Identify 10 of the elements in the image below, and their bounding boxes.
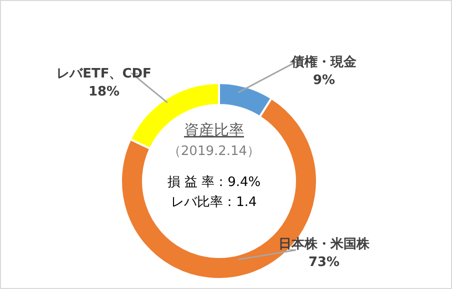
data-label: 9% [312, 72, 336, 88]
text: （2019.2.14） [168, 144, 260, 159]
text: 資産比率 [184, 121, 244, 139]
slice-label: 日本株・米国株 [278, 237, 370, 252]
text: 損 益 率：9.4% [167, 174, 261, 190]
slice-label: レバETF、CDF [56, 66, 152, 82]
data-label: 73% [308, 255, 340, 270]
slice-label: 債権・現金 [290, 54, 358, 70]
text: レバ比率：1.4 [171, 194, 257, 210]
data-label: 18% [88, 84, 120, 100]
